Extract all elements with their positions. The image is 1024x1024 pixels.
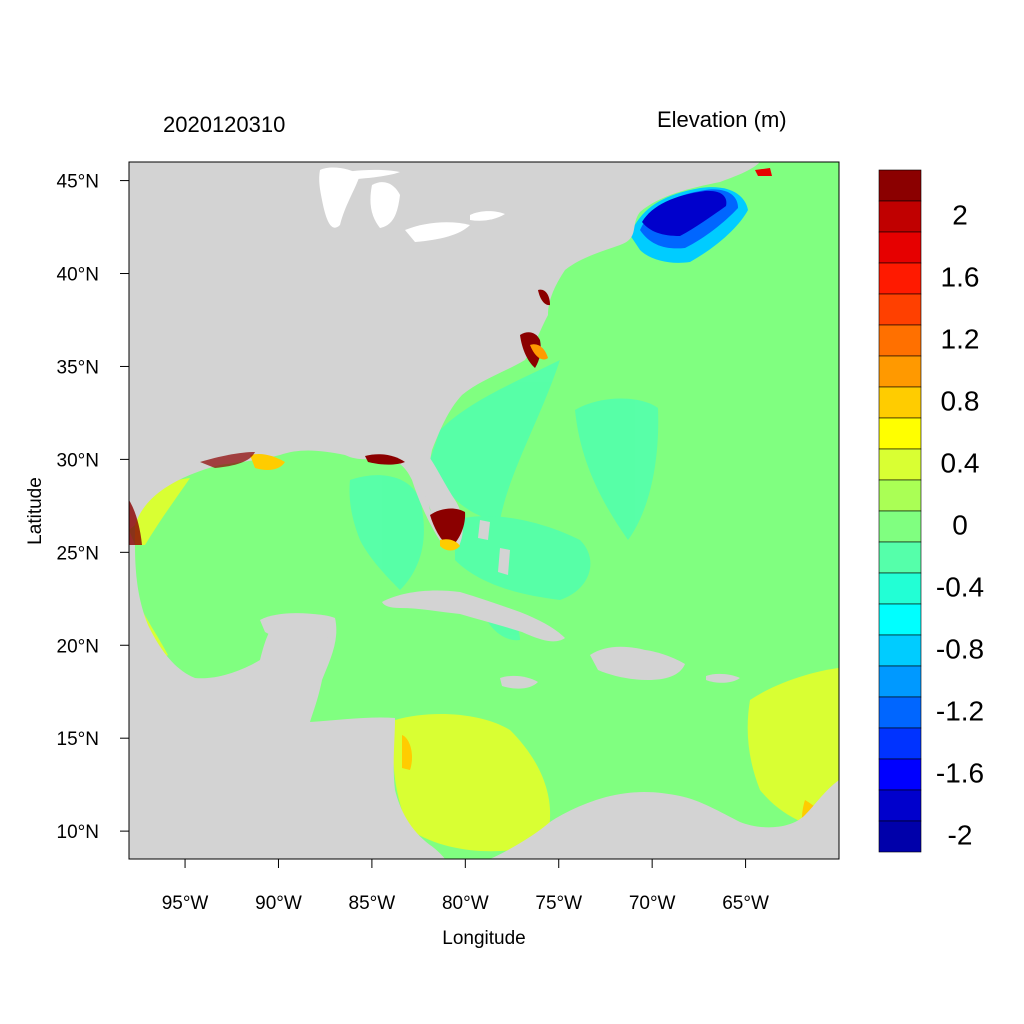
colorbar-label: 2: [952, 200, 968, 231]
colorbar-label: -1.2: [936, 696, 984, 727]
colorbar-swatch: [878, 324, 922, 357]
lat-tick-label: 15°N: [57, 729, 99, 750]
lon-tick-label: 90°W: [255, 893, 302, 914]
plot-frame: [128, 161, 840, 860]
negative-anomaly-regions: [349, 360, 659, 641]
colorbar-swatch: [878, 448, 922, 481]
colorbar-swatch: [878, 386, 922, 419]
colorbar-label: 0: [952, 510, 968, 541]
colorbar-label: 1.6: [941, 262, 980, 293]
colorbar-swatch: [878, 293, 922, 326]
colorbar-swatch: [878, 262, 922, 295]
land-masses: [129, 162, 839, 859]
lat-tick-label: 40°N: [57, 265, 99, 286]
colorbar-swatch: [878, 572, 922, 605]
colorbar-label: 0.4: [941, 448, 980, 479]
positive-anomaly-regions: [135, 478, 839, 859]
lat-tick-label: 10°N: [57, 822, 99, 843]
lon-tick-label: 70°W: [629, 893, 676, 914]
colorbar-swatch: [878, 479, 922, 512]
lat-tick-label: 30°N: [57, 450, 99, 471]
colorbar-swatch: [878, 820, 922, 853]
lat-tick-label: 45°N: [57, 172, 99, 193]
coastal-surge-high: [129, 168, 772, 551]
colorbar-swatch: [878, 603, 922, 636]
colorbar-label: 0.8: [941, 386, 980, 417]
colorbar-swatch: [878, 696, 922, 729]
lat-tick-label: 35°N: [57, 357, 99, 378]
colorbar-swatch: [878, 510, 922, 543]
variable-title: Elevation (m): [657, 107, 787, 132]
map-plot-area: [129, 162, 839, 859]
colorbar-label: -0.8: [936, 634, 984, 665]
colorbar-label: -2: [948, 820, 973, 851]
longitude-ticks: 95°W 90°W 85°W 80°W 75°W 70°W 65°W: [162, 859, 769, 914]
colorbar-swatch: [878, 355, 922, 388]
run-date-title: 2020120310: [163, 112, 286, 137]
lon-tick-label: 65°W: [722, 893, 769, 914]
colorbar-swatch: [878, 665, 922, 698]
colorbar-swatch: [878, 758, 922, 791]
colorbar-swatch: [878, 231, 922, 264]
colorbar-swatch: [878, 727, 922, 760]
colorbar-swatch: [878, 789, 922, 822]
y-axis-title: Latitude: [25, 477, 46, 545]
lon-tick-label: 75°W: [535, 893, 582, 914]
colorbar: 2 1.6 1.2 0.8 0.4 0 -0.4 -0.8 -1.2 -1.6 -2: [878, 169, 984, 853]
colorbar-swatch: [878, 541, 922, 574]
lon-tick-label: 80°W: [442, 893, 489, 914]
x-axis-title: Longitude: [442, 928, 525, 949]
lat-tick-label: 20°N: [57, 636, 99, 657]
lat-tick-label: 25°N: [57, 543, 99, 564]
colorbar-label: -0.4: [936, 572, 984, 603]
colorbar-label: 1.2: [941, 324, 980, 355]
latitude-ticks: 45°N 40°N 35°N 30°N 25°N 20°N 15°N 10°N: [57, 172, 129, 843]
lon-tick-label: 95°W: [162, 893, 209, 914]
colorbar-swatch: [878, 417, 922, 450]
gulf-of-maine-surge: [630, 187, 748, 263]
lon-tick-label: 85°W: [349, 893, 396, 914]
great-lakes: [319, 167, 505, 242]
colorbar-swatch: [878, 634, 922, 667]
colorbar-swatch: [878, 169, 922, 202]
colorbar-label: -1.6: [936, 758, 984, 789]
colorbar-swatch: [878, 200, 922, 233]
